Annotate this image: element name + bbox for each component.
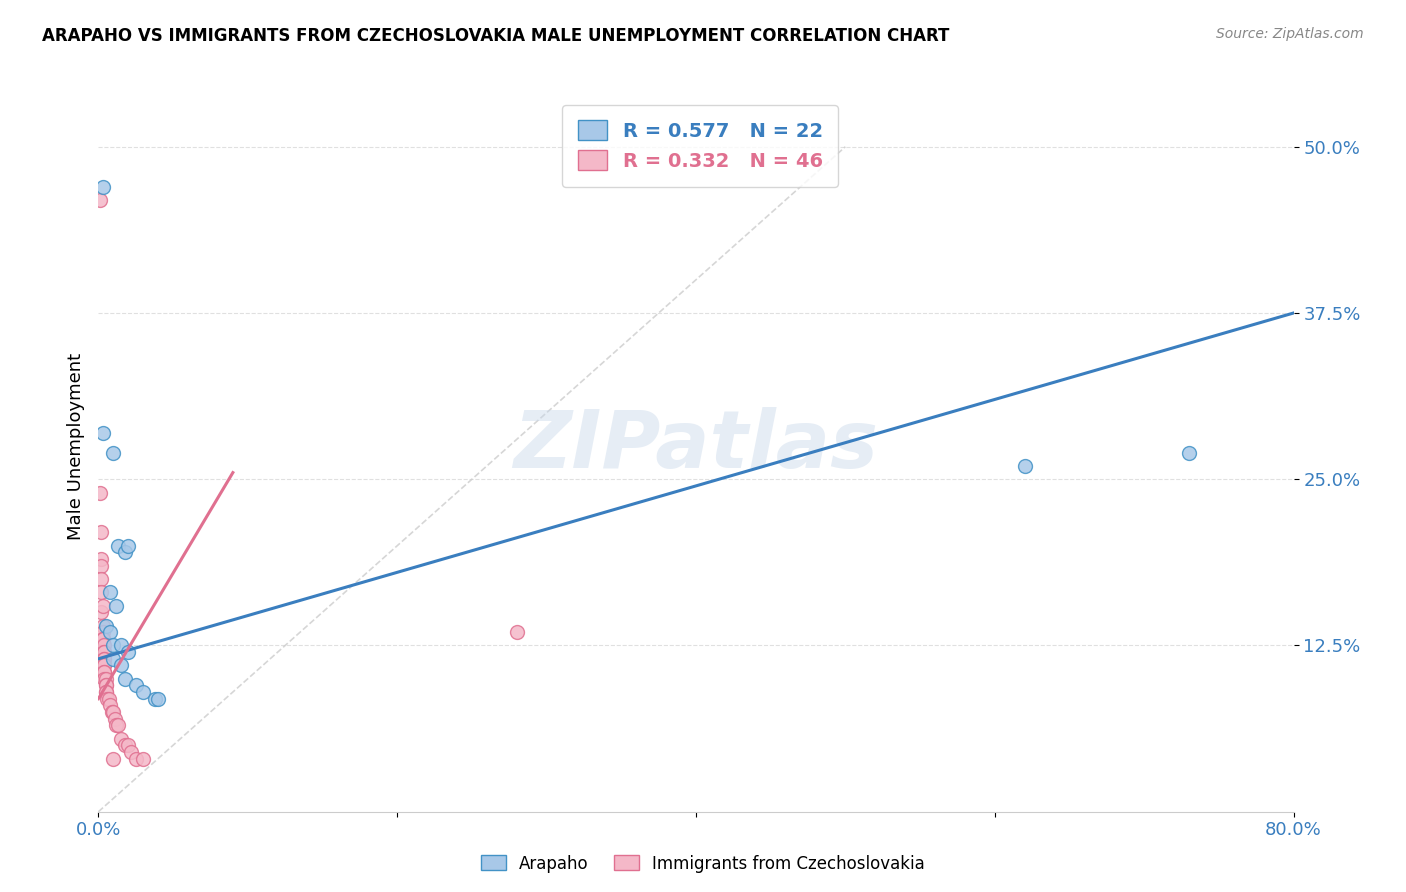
Legend: Arapaho, Immigrants from Czechoslovakia: Arapaho, Immigrants from Czechoslovakia [474, 848, 932, 880]
Point [93, 645, 115, 659]
Point [143, 691, 166, 706]
Point [96, 691, 118, 706]
Point [90, 605, 112, 619]
Point [91, 625, 114, 640]
Point [110, 639, 132, 653]
Point [103, 639, 125, 653]
Point [90, 552, 112, 566]
Point [89, 485, 111, 500]
Point [93, 652, 115, 666]
Point [91, 632, 114, 646]
Text: Source: ZipAtlas.com: Source: ZipAtlas.com [1216, 27, 1364, 41]
Point [506, 625, 529, 640]
Point [114, 545, 136, 559]
Point [91, 632, 114, 646]
Point [93, 645, 115, 659]
Text: ARAPAHO VS IMMIGRANTS FROM CZECHOSLOVAKIA MALE UNEMPLOYMENT CORRELATION CHART: ARAPAHO VS IMMIGRANTS FROM CZECHOSLOVAKI… [42, 27, 949, 45]
Point [94, 685, 117, 699]
Point [117, 539, 139, 553]
Point [132, 685, 155, 699]
Point [120, 745, 142, 759]
Point [103, 445, 125, 459]
Point [110, 658, 132, 673]
Point [93, 652, 115, 666]
Point [97, 691, 120, 706]
Point [117, 645, 139, 659]
Point [93, 658, 115, 673]
Point [103, 751, 125, 765]
Point [114, 672, 136, 686]
Point [94, 672, 117, 686]
Point [94, 618, 117, 632]
Point [132, 751, 155, 765]
Point [93, 658, 115, 673]
Point [1014, 458, 1036, 473]
Y-axis label: Male Unemployment: Male Unemployment [66, 352, 84, 540]
Point [98, 625, 122, 640]
Point [91, 425, 114, 440]
Point [125, 678, 148, 692]
Point [91, 618, 114, 632]
Point [148, 691, 170, 706]
Point [94, 678, 117, 692]
Text: ZIPatlas: ZIPatlas [513, 407, 879, 485]
Point [103, 652, 125, 666]
Point [98, 698, 122, 713]
Point [90, 525, 112, 540]
Point [117, 738, 139, 752]
Point [104, 712, 127, 726]
Point [98, 585, 122, 599]
Point [91, 599, 114, 613]
Legend: R = 0.577   N = 22, R = 0.332   N = 46: R = 0.577 N = 22, R = 0.332 N = 46 [562, 104, 838, 186]
Point [110, 731, 132, 746]
Point [114, 738, 136, 752]
Point [91, 632, 114, 646]
Point [91, 179, 114, 194]
Point [94, 678, 117, 692]
Point [93, 672, 115, 686]
Point [101, 705, 124, 719]
Point [107, 718, 129, 732]
Point [94, 685, 117, 699]
Point [93, 639, 115, 653]
Point [93, 665, 115, 679]
Point [90, 558, 112, 573]
Point [105, 599, 128, 613]
Point [105, 718, 128, 732]
Point [93, 665, 115, 679]
Point [90, 585, 112, 599]
Point [90, 572, 112, 586]
Point [125, 751, 148, 765]
Point [1178, 445, 1201, 459]
Point [103, 705, 125, 719]
Point [107, 539, 129, 553]
Point [89, 193, 111, 207]
Point [91, 639, 114, 653]
